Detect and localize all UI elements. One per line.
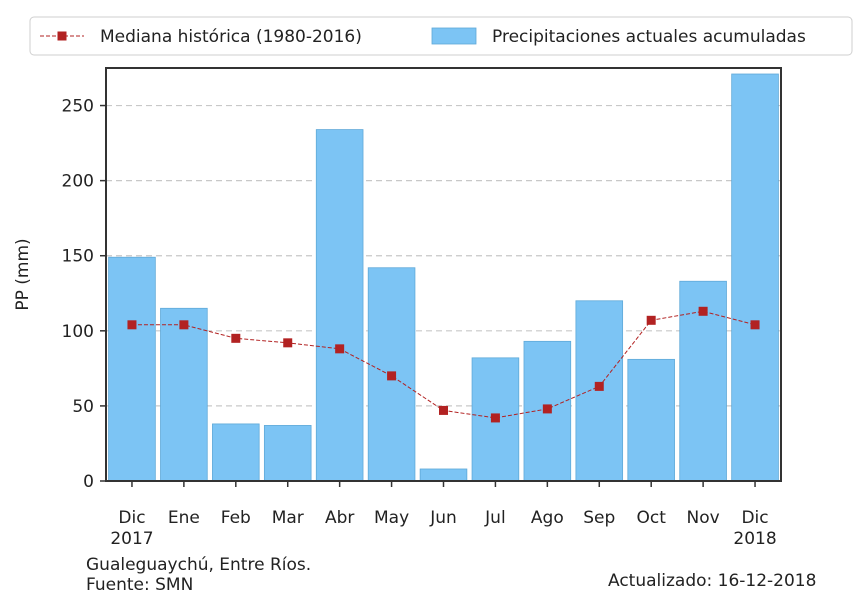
updated-date: Actualizado: 16-12-2018: [608, 571, 817, 591]
legend-bar-swatch: [431, 27, 477, 45]
y-tick-label: 0: [83, 472, 94, 492]
bar: [315, 129, 364, 482]
x-tick-label: Nov: [687, 508, 720, 528]
y-tick-label: 100: [62, 322, 94, 342]
bar: [263, 425, 312, 482]
median-point: [387, 371, 397, 381]
bar: [160, 307, 208, 482]
x-tick-label: Dic 2018: [733, 508, 776, 549]
plot-area: 0 50 100 150 200 250 Dic 2017 Ene Feb Mar Abr May Jun…: [13, 67, 782, 549]
x-tick-label: Abr: [325, 508, 354, 528]
median-point: [283, 338, 293, 348]
y-tick-label: 250: [62, 97, 94, 117]
median-point: [231, 333, 241, 343]
bar: [212, 423, 260, 482]
bar: [419, 468, 468, 482]
chart-legend: Mediana histórica (1980-2016) Precipitaci…: [29, 16, 853, 56]
source-text: Fuente: SMN: [86, 575, 194, 595]
x-tick-label: Ene: [168, 508, 200, 528]
legend-label: Mediana histórica (1980-2016): [100, 27, 362, 47]
bar: [108, 256, 156, 482]
median-point: [179, 320, 189, 330]
median-point: [698, 306, 708, 316]
x-tick-label: Dic 2017: [110, 508, 153, 549]
x-tick-label: Oct: [636, 508, 666, 528]
y-tick-label: 50: [72, 397, 94, 417]
median-point: [439, 405, 448, 415]
bar: [731, 73, 779, 482]
x-tick-label: Ago: [531, 508, 564, 528]
legend-label: Precipitaciones actuales acumuladas: [492, 27, 806, 47]
x-tick-label: May: [374, 508, 409, 528]
median-point: [490, 413, 500, 423]
median-point: [750, 320, 760, 330]
bar: [575, 300, 624, 482]
y-axis-label: PP (mm): [13, 238, 33, 310]
x-tick-label: Jul: [484, 508, 506, 528]
median-point: [646, 315, 656, 325]
y-tick-label: 150: [62, 247, 94, 267]
precipitation-chart: Mediana histórica (1980-2016) Precipitaci…: [13, 16, 853, 549]
x-tick-label: Sep: [583, 508, 615, 528]
source-note: Gualeguaychú, Entre Ríos. Fuente: SMN: [86, 555, 311, 595]
y-tick-label: 200: [62, 172, 94, 192]
x-tick-label: Feb: [221, 508, 251, 528]
x-tick-label: Jun: [429, 508, 457, 528]
bar: [627, 358, 675, 482]
median-point: [542, 404, 552, 414]
median-point: [335, 344, 345, 354]
legend-marker-swatch: [57, 31, 67, 41]
location-text: Gualeguaychú, Entre Ríos.: [86, 555, 312, 575]
median-point: [127, 320, 137, 330]
x-tick-label: Mar: [272, 508, 304, 528]
median-point: [594, 381, 604, 391]
